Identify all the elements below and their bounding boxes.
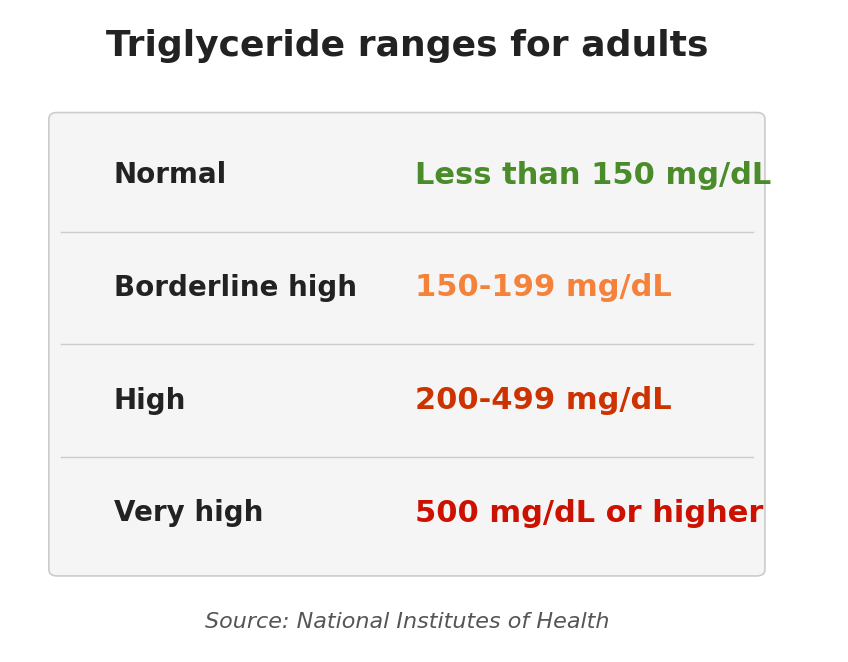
- Text: Source: National Institutes of Health: Source: National Institutes of Health: [204, 612, 609, 632]
- Text: 150-199 mg/dL: 150-199 mg/dL: [415, 273, 672, 303]
- Text: Borderline high: Borderline high: [114, 274, 357, 302]
- Text: 500 mg/dL or higher: 500 mg/dL or higher: [415, 498, 763, 528]
- Text: 200-499 mg/dL: 200-499 mg/dL: [415, 386, 672, 415]
- Text: Triglyceride ranges for adults: Triglyceride ranges for adults: [106, 29, 708, 64]
- Text: Less than 150 mg/dL: Less than 150 mg/dL: [415, 161, 772, 190]
- Text: High: High: [114, 387, 187, 414]
- FancyBboxPatch shape: [49, 113, 765, 576]
- Text: Very high: Very high: [114, 499, 263, 527]
- Text: Normal: Normal: [114, 162, 227, 189]
